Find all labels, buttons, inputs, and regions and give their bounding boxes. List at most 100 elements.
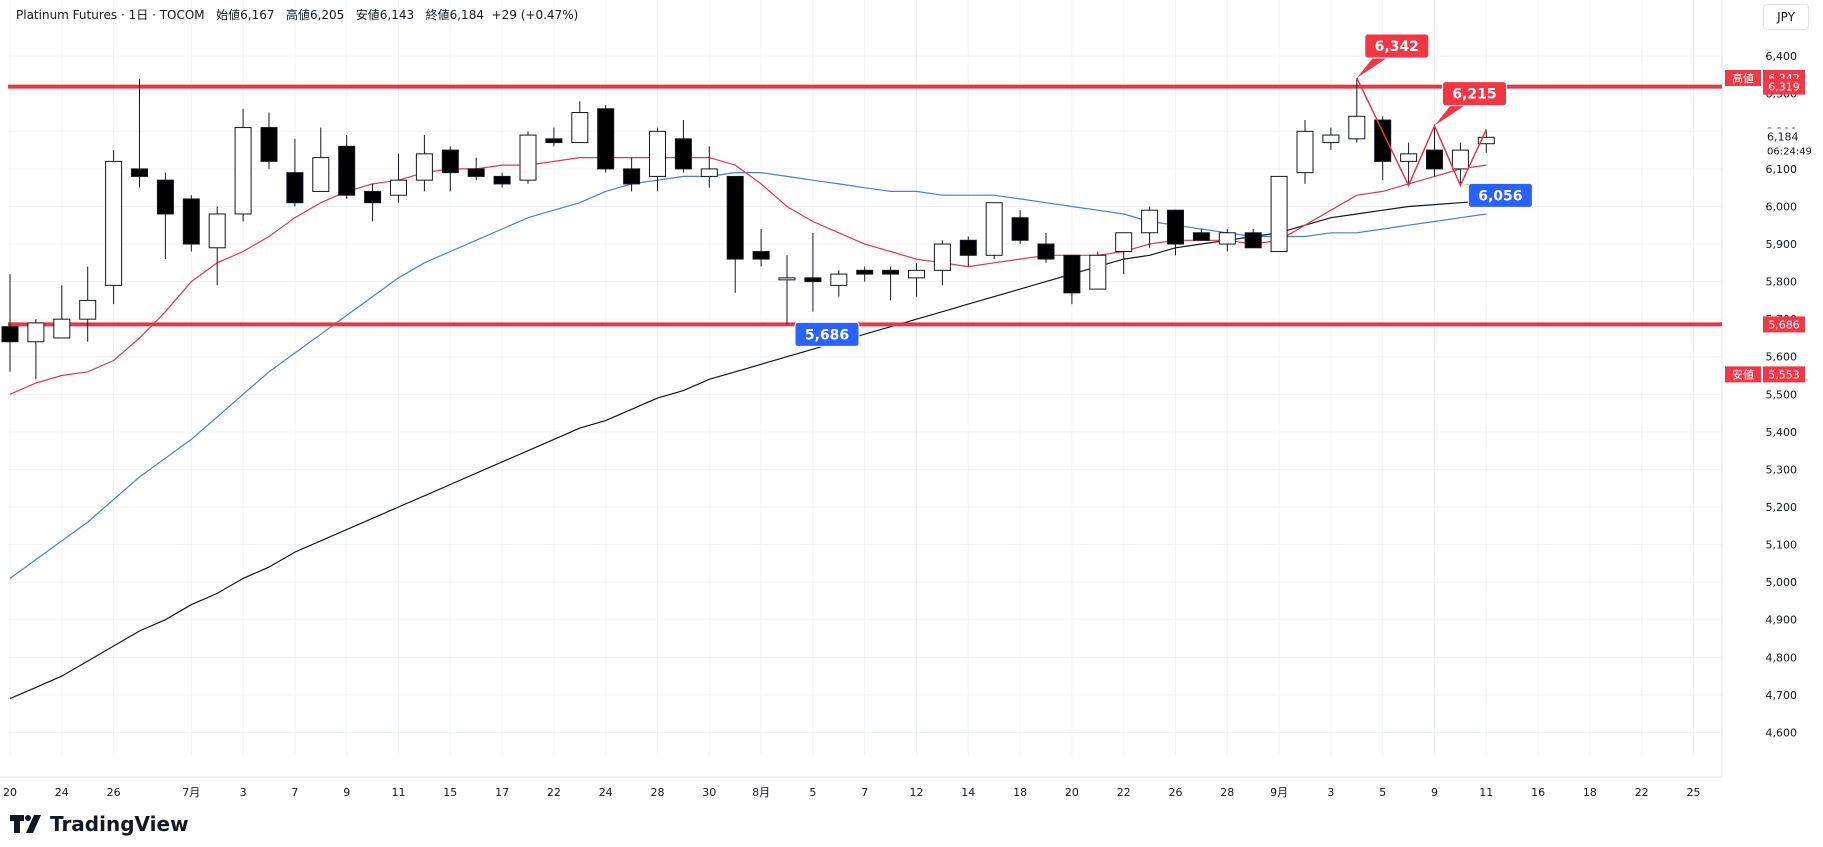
callout-pointer xyxy=(1434,105,1465,126)
tradingview-logo[interactable]: TradingView xyxy=(10,812,189,836)
candle xyxy=(1,274,19,372)
candle xyxy=(882,266,900,301)
price-axis-title-text: 高値 xyxy=(1732,71,1754,85)
x-tick-label: 3 xyxy=(1327,786,1334,799)
candle xyxy=(467,157,485,181)
y-tick-label: 4,800 xyxy=(1766,651,1798,664)
candle-body xyxy=(1270,175,1288,253)
candle-body xyxy=(493,175,511,185)
candle-body xyxy=(1477,136,1495,145)
candle-body xyxy=(260,127,278,162)
candle xyxy=(182,195,200,252)
candle-body xyxy=(338,145,356,196)
x-tick-label: 16 xyxy=(1531,786,1545,799)
candle xyxy=(1218,229,1236,252)
price-axis-label: 6,319 xyxy=(1763,78,1805,95)
y-tick-label: 5,300 xyxy=(1766,463,1798,476)
callout-box xyxy=(1467,182,1533,208)
candle-body xyxy=(726,175,744,260)
open-label: 始値 xyxy=(216,8,241,22)
callout-box xyxy=(1442,81,1507,107)
candle-body xyxy=(1167,209,1184,245)
price-callout: 5,686 xyxy=(787,321,860,347)
candle-body xyxy=(752,251,770,260)
horizontal-levels[interactable] xyxy=(8,84,1722,327)
candle-body xyxy=(467,168,485,177)
high-label: 高値 xyxy=(285,8,310,22)
ma-slow-line xyxy=(9,200,1487,700)
x-tick-label: 24 xyxy=(599,786,613,799)
candle-body xyxy=(856,269,874,275)
candle xyxy=(597,105,615,173)
last-price-text: 6,184 xyxy=(1767,130,1799,143)
candle-body xyxy=(156,179,174,215)
price-axis[interactable]: 4,600 4,700 4,800 4,900 5,000 5,100 5,200 5,300… xyxy=(1725,50,1812,739)
candle-body xyxy=(933,243,951,271)
callout-label: 6,342 xyxy=(1375,39,1419,55)
candle xyxy=(260,112,278,169)
candle-body xyxy=(1089,254,1107,290)
low-label: 安値 xyxy=(355,8,380,22)
candle xyxy=(804,232,822,312)
brand-name: TradingView xyxy=(50,812,189,836)
zigzag-pattern[interactable] xyxy=(1356,77,1487,188)
candle xyxy=(778,255,796,325)
x-tick-label: 22 xyxy=(547,786,561,799)
candle-body xyxy=(441,149,459,174)
x-tick-label: 9 xyxy=(343,786,350,799)
price-callouts[interactable]: 6,342 6,215 6,056 5,686 xyxy=(787,33,1533,347)
candle xyxy=(286,138,304,207)
candle xyxy=(908,262,925,297)
candle-body xyxy=(390,179,407,196)
y-tick-label: 5,800 xyxy=(1766,276,1798,289)
candle-body xyxy=(286,172,304,204)
candle xyxy=(338,135,356,199)
time-axis[interactable]: 20 24 26 7月 3 7 9 11 15 17 22 24 28 30 8月 5 7 12 14 18 20 22 2… xyxy=(3,786,1701,799)
candle xyxy=(830,270,848,297)
x-tick-label: 11 xyxy=(392,786,406,799)
tradingview-logo-icon xyxy=(10,815,41,833)
candle xyxy=(1244,229,1262,249)
candle-body xyxy=(674,138,692,170)
candle xyxy=(700,146,718,188)
candle-body xyxy=(364,190,382,204)
candle xyxy=(933,240,951,286)
x-tick-label: 5 xyxy=(1379,786,1386,799)
candle xyxy=(493,172,511,188)
change-value: +29 (+0.47%) xyxy=(491,8,579,22)
x-tick-label: 22 xyxy=(1635,786,1649,799)
candle-body xyxy=(959,239,977,256)
candle xyxy=(27,319,45,380)
candle xyxy=(1426,125,1443,177)
candle xyxy=(79,266,97,342)
x-tick-label: 7 xyxy=(861,786,868,799)
currency-button[interactable]: JPY xyxy=(1763,4,1809,30)
candle-body xyxy=(1063,254,1081,294)
x-tick-label: 18 xyxy=(1583,786,1597,799)
candle xyxy=(1167,209,1184,256)
candle xyxy=(131,78,148,188)
x-tick-label: 28 xyxy=(651,786,665,799)
y-tick-label: 5,200 xyxy=(1766,501,1798,514)
candle xyxy=(1037,232,1055,263)
x-tick-label: 7 xyxy=(291,786,298,799)
candle xyxy=(364,183,382,222)
x-tick-label: 22 xyxy=(1117,786,1131,799)
symbol-name[interactable]: Platinum Futures xyxy=(16,8,118,22)
candle xyxy=(1192,229,1210,241)
x-tick-label: 9月 xyxy=(1270,786,1288,799)
candle-body xyxy=(1,326,19,343)
x-tick-label: 15 xyxy=(443,786,457,799)
candle xyxy=(1400,142,1418,186)
low-value: 6,143 xyxy=(379,8,415,22)
close-value: 6,184 xyxy=(449,8,484,22)
candle-body xyxy=(53,318,71,339)
price-callout: 6,056 xyxy=(1460,182,1533,208)
candle xyxy=(1011,210,1029,245)
y-tick-label: 5,900 xyxy=(1766,238,1798,251)
candle-body xyxy=(1192,232,1210,241)
chart-grid xyxy=(0,0,1723,778)
last-price-label: 6,184 06:24:49 xyxy=(1763,128,1812,159)
candle xyxy=(441,146,459,192)
